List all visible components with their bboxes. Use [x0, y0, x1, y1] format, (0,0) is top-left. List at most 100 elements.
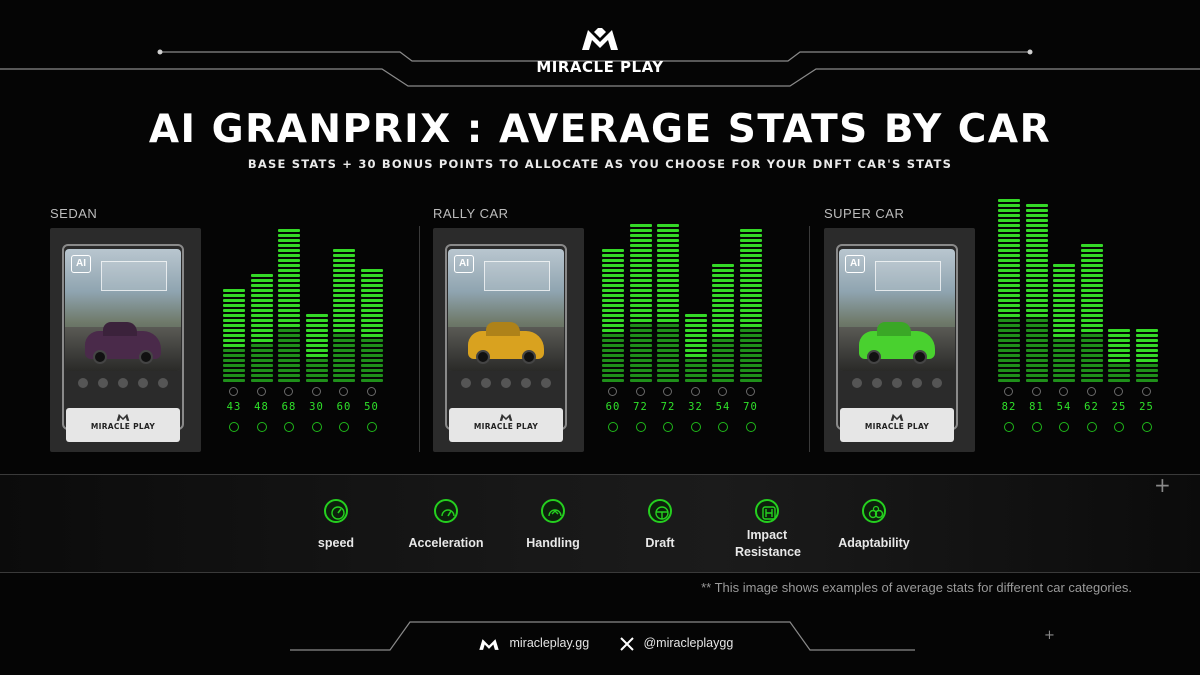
stat-bar: [1053, 262, 1075, 382]
card-ai-sign: AI: [71, 255, 91, 273]
car-image: [85, 331, 161, 364]
legend-label: Adaptability: [838, 536, 910, 550]
stat-small-icon: [1004, 387, 1013, 396]
stat-small-icon: [256, 387, 266, 396]
card-brand-plate: MIRACLE PLAY: [66, 408, 180, 442]
legend-label: Acceleration: [408, 536, 484, 550]
stat-green-icon: [339, 422, 349, 432]
card-stat-dots: [852, 378, 942, 392]
stat-bar: [278, 227, 300, 382]
stat-value: 48: [254, 401, 269, 413]
stat-small-icon: [284, 387, 293, 396]
stat-green-icon: [690, 422, 701, 432]
car-nft-card[interactable]: AI MIRACLE PLAY: [433, 228, 584, 452]
legend-label: Handling: [526, 536, 580, 550]
card-stat-dots: [461, 378, 551, 392]
stat-bars: 82 81 54 62 25 25: [998, 199, 1162, 438]
speedometer-icon: [324, 499, 348, 523]
car-nft-card[interactable]: AI MIRACLE PLAY: [50, 228, 201, 452]
stat-green-icon: [366, 422, 377, 432]
stat-bar: [998, 197, 1020, 382]
stat-green-icon: [1031, 422, 1042, 432]
stat-small-icon: [229, 387, 238, 396]
miracle-play-logo-icon: [582, 28, 618, 50]
stat-green-icon: [663, 422, 673, 432]
card-ai-sign: AI: [454, 255, 474, 273]
stat-value: 50: [364, 401, 379, 413]
stat-bar: [1025, 202, 1048, 382]
stat-green-icon: [718, 422, 728, 432]
stat-value: 25: [1139, 401, 1154, 413]
stat-small-icon: [366, 387, 376, 396]
stat-value: 81: [1029, 401, 1044, 413]
acceleration-gauge-icon: [434, 499, 458, 523]
stat-small-icon: [690, 387, 700, 396]
stat-bar: [602, 247, 624, 382]
stat-small-icon: [1141, 387, 1151, 396]
gear-shift-icon: [755, 499, 779, 523]
stat-green-icon: [1141, 422, 1152, 432]
stat-value: 54: [1056, 401, 1072, 413]
stat-bars: 43 48 68 30 60 50: [223, 228, 387, 438]
stat-small-icon: [635, 387, 645, 396]
card-plate-text: MIRACLE PLAY: [473, 422, 539, 431]
website-link[interactable]: miracleplay.gg: [509, 636, 590, 650]
stat-green-icon: [745, 422, 756, 432]
legend-label: speed: [317, 536, 355, 550]
car-category-label: SUPER CAR: [824, 206, 905, 221]
footnote: ** This image shows examples of average …: [701, 580, 1132, 595]
stat-bar: [629, 222, 652, 382]
legend-label: Draft: [645, 536, 675, 550]
card-hologram: [484, 261, 550, 291]
stats-legend-panel: + speed Acceleration Handling Draft Impact R…: [0, 473, 1200, 573]
stat-small-icon: [718, 387, 727, 396]
stat-bar: [250, 272, 273, 382]
stat-bar: [1135, 327, 1158, 382]
page-title: AI GRANPRIX : AVERAGE STATS BY CAR: [148, 107, 1052, 152]
brand-name: MIRACLE PLAY: [536, 58, 664, 76]
section-divider: [419, 226, 420, 452]
miracle-play-logo-icon: [116, 413, 130, 421]
car-nft-card[interactable]: AI MIRACLE PLAY: [824, 228, 975, 452]
miracle-play-logo-icon: [479, 638, 499, 650]
card-ai-sign: AI: [845, 255, 865, 273]
page-subtitle: BASE STATS + 30 BONUS POINTS TO ALLOCATE…: [247, 157, 953, 171]
stat-value: 54: [715, 401, 731, 413]
footer-website[interactable]: miracleplay.gg: [478, 636, 589, 651]
stat-green-icon: [1086, 422, 1097, 432]
stat-green-icon: [1059, 422, 1069, 432]
stat-bar: [1080, 242, 1103, 382]
stat-green-icon: [284, 422, 294, 432]
stat-value: 32: [688, 401, 703, 413]
stat-small-icon: [311, 387, 321, 396]
car-section: SEDAN AI MIRACLE PLAY 43 48 68 30 60 50: [50, 206, 383, 460]
car-category-label: SEDAN: [50, 206, 98, 221]
stat-green-icon: [1114, 422, 1124, 432]
miracle-play-logo-icon: [499, 413, 513, 421]
stat-small-icon: [608, 387, 617, 396]
car-section: SUPER CAR AI MIRACLE PLAY 82 81 54 62 25 25: [824, 199, 1158, 460]
car-image: [859, 331, 935, 364]
footer-x-handle[interactable]: @miracleplaygg: [620, 636, 733, 651]
stat-green-icon: [608, 422, 618, 432]
stat-value: 25: [1111, 401, 1127, 413]
plus-icon: +: [1044, 628, 1055, 643]
card-scene: AI: [65, 249, 181, 371]
stat-value: 72: [633, 401, 648, 413]
x-handle-link[interactable]: @miracleplaygg: [643, 636, 734, 650]
stat-value: 72: [660, 401, 676, 413]
stat-small-icon: [745, 387, 755, 396]
adaptability-icon: [862, 499, 886, 523]
stat-small-icon: [1086, 387, 1096, 396]
car-category-label: RALLY CAR: [433, 206, 509, 221]
stat-bar: [1108, 327, 1130, 382]
stat-green-icon: [1004, 422, 1014, 432]
card-scene: AI: [839, 249, 955, 371]
car-image: [468, 331, 544, 364]
stat-small-icon: [663, 387, 672, 396]
stat-bar: [657, 222, 679, 382]
stat-small-icon: [1059, 387, 1068, 396]
stat-value: 30: [309, 401, 324, 413]
steering-wheel-icon: [648, 499, 672, 523]
card-hologram: [875, 261, 941, 291]
